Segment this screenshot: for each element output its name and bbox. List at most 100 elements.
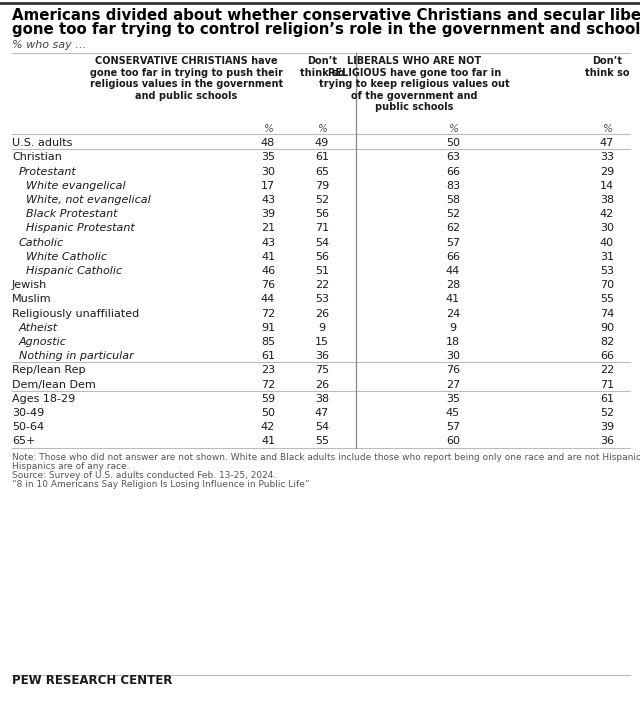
Text: Hispanics are of any race.: Hispanics are of any race. (12, 463, 129, 472)
Text: Don’t
think so: Don’t think so (585, 56, 629, 77)
Text: Don’t
think so: Don’t think so (300, 56, 344, 77)
Text: 42: 42 (600, 209, 614, 219)
Text: 85: 85 (261, 337, 275, 347)
Text: % who say …: % who say … (12, 40, 86, 50)
Text: 53: 53 (315, 294, 329, 304)
Text: 76: 76 (446, 365, 460, 375)
Text: %: % (263, 124, 273, 134)
Text: PEW RESEARCH CENTER: PEW RESEARCH CENTER (12, 674, 172, 687)
Text: 82: 82 (600, 337, 614, 347)
Text: 38: 38 (600, 195, 614, 205)
Text: Black Protestant: Black Protestant (26, 209, 118, 219)
Text: 50: 50 (446, 138, 460, 148)
Text: 43: 43 (261, 195, 275, 205)
Text: 56: 56 (315, 252, 329, 262)
Text: 22: 22 (600, 365, 614, 375)
Text: 79: 79 (315, 181, 329, 191)
Text: 51: 51 (315, 266, 329, 276)
Text: Note: Those who did not answer are not shown. White and Black adults include tho: Note: Those who did not answer are not s… (12, 453, 640, 463)
Text: 47: 47 (315, 408, 329, 418)
Text: 41: 41 (446, 294, 460, 304)
Text: Source: Survey of U.S. adults conducted Feb. 13-25, 2024.: Source: Survey of U.S. adults conducted … (12, 472, 276, 480)
Text: 59: 59 (261, 394, 275, 403)
Text: 15: 15 (315, 337, 329, 347)
Text: 42: 42 (261, 422, 275, 432)
Text: 60: 60 (446, 436, 460, 446)
Text: Atheist: Atheist (19, 322, 58, 333)
Text: CONSERVATIVE CHRISTIANS have
gone too far in trying to push their
religious valu: CONSERVATIVE CHRISTIANS have gone too fa… (90, 56, 283, 101)
Text: 65: 65 (315, 167, 329, 177)
Text: 71: 71 (600, 379, 614, 389)
Text: 58: 58 (446, 195, 460, 205)
Text: 52: 52 (315, 195, 329, 205)
Text: Hispanic Catholic: Hispanic Catholic (26, 266, 122, 276)
Text: 61: 61 (600, 394, 614, 403)
Text: 57: 57 (446, 237, 460, 248)
Text: 63: 63 (446, 152, 460, 163)
Text: 18: 18 (446, 337, 460, 347)
Text: 30: 30 (446, 351, 460, 361)
Text: Rep/lean Rep: Rep/lean Rep (12, 365, 86, 375)
Text: White Catholic: White Catholic (26, 252, 107, 262)
Text: Hispanic Protestant: Hispanic Protestant (26, 223, 135, 233)
Text: 35: 35 (261, 152, 275, 163)
Text: 52: 52 (446, 209, 460, 219)
Text: 45: 45 (446, 408, 460, 418)
Text: 28: 28 (446, 280, 460, 290)
Text: 40: 40 (600, 237, 614, 248)
Text: 39: 39 (261, 209, 275, 219)
Text: 53: 53 (600, 266, 614, 276)
Text: 9: 9 (449, 322, 456, 333)
Text: 55: 55 (600, 294, 614, 304)
Text: 14: 14 (600, 181, 614, 191)
Text: Jewish: Jewish (12, 280, 47, 290)
Text: 35: 35 (446, 394, 460, 403)
Text: 47: 47 (600, 138, 614, 148)
Text: 57: 57 (446, 422, 460, 432)
Text: 27: 27 (446, 379, 460, 389)
Text: 44: 44 (446, 266, 460, 276)
Text: 66: 66 (446, 167, 460, 177)
Text: 72: 72 (261, 379, 275, 389)
Text: 38: 38 (315, 394, 329, 403)
Text: 22: 22 (315, 280, 329, 290)
Text: 39: 39 (600, 422, 614, 432)
Text: 83: 83 (446, 181, 460, 191)
Text: 61: 61 (315, 152, 329, 163)
Text: White evangelical: White evangelical (26, 181, 125, 191)
Text: Religiously unaffiliated: Religiously unaffiliated (12, 308, 140, 318)
Text: 21: 21 (261, 223, 275, 233)
Text: Ages 18-29: Ages 18-29 (12, 394, 76, 403)
Text: 33: 33 (600, 152, 614, 163)
Text: 90: 90 (600, 322, 614, 333)
Text: 74: 74 (600, 308, 614, 318)
Text: U.S. adults: U.S. adults (12, 138, 72, 148)
Text: 46: 46 (261, 266, 275, 276)
Text: 56: 56 (315, 209, 329, 219)
Text: 26: 26 (315, 308, 329, 318)
Text: 36: 36 (315, 351, 329, 361)
Text: 54: 54 (315, 237, 329, 248)
Text: 61: 61 (261, 351, 275, 361)
Text: 66: 66 (600, 351, 614, 361)
Text: 91: 91 (261, 322, 275, 333)
Text: Christian: Christian (12, 152, 62, 163)
Text: 23: 23 (261, 365, 275, 375)
Text: 30: 30 (261, 167, 275, 177)
Text: 24: 24 (446, 308, 460, 318)
Text: %: % (317, 124, 327, 134)
Text: 44: 44 (261, 294, 275, 304)
Text: 30-49: 30-49 (12, 408, 44, 418)
Text: 54: 54 (315, 422, 329, 432)
Text: 29: 29 (600, 167, 614, 177)
Text: 41: 41 (261, 436, 275, 446)
Text: 71: 71 (315, 223, 329, 233)
Text: 49: 49 (315, 138, 329, 148)
Text: 75: 75 (315, 365, 329, 375)
Text: 50-64: 50-64 (12, 422, 44, 432)
Text: 62: 62 (446, 223, 460, 233)
Text: Muslim: Muslim (12, 294, 52, 304)
Text: %: % (448, 124, 458, 134)
Text: Americans divided about whether conservative Christians and secular liberals hav: Americans divided about whether conserva… (12, 8, 640, 23)
Text: 72: 72 (261, 308, 275, 318)
